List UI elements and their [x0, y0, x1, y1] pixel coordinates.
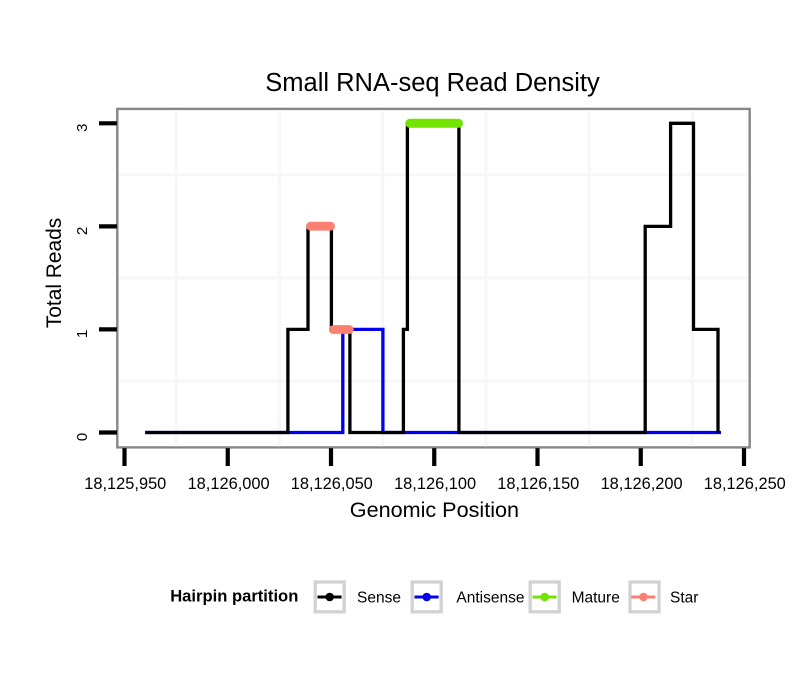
svg-text:Genomic Position: Genomic Position — [350, 497, 519, 522]
svg-text:Sense: Sense — [357, 589, 401, 606]
svg-text:18,126,000: 18,126,000 — [188, 475, 270, 493]
svg-text:18,126,100: 18,126,100 — [394, 475, 476, 493]
svg-text:Mature: Mature — [572, 589, 620, 606]
svg-text:Hairpin partition: Hairpin partition — [170, 587, 298, 606]
svg-text:18,125,950: 18,125,950 — [84, 475, 166, 493]
svg-text:1: 1 — [74, 330, 91, 338]
svg-text:0: 0 — [74, 433, 91, 441]
svg-text:18,126,150: 18,126,150 — [497, 475, 579, 493]
svg-text:Total Reads: Total Reads — [43, 218, 66, 328]
svg-text:Small RNA-seq Read Density: Small RNA-seq Read Density — [265, 69, 600, 97]
svg-text:18,126,250: 18,126,250 — [704, 475, 786, 493]
svg-text:Star: Star — [670, 589, 698, 606]
svg-text:Antisense: Antisense — [456, 589, 524, 606]
svg-text:2: 2 — [74, 227, 91, 235]
svg-text:18,126,050: 18,126,050 — [291, 475, 373, 493]
svg-text:18,126,200: 18,126,200 — [601, 475, 683, 493]
svg-text:3: 3 — [74, 124, 91, 132]
